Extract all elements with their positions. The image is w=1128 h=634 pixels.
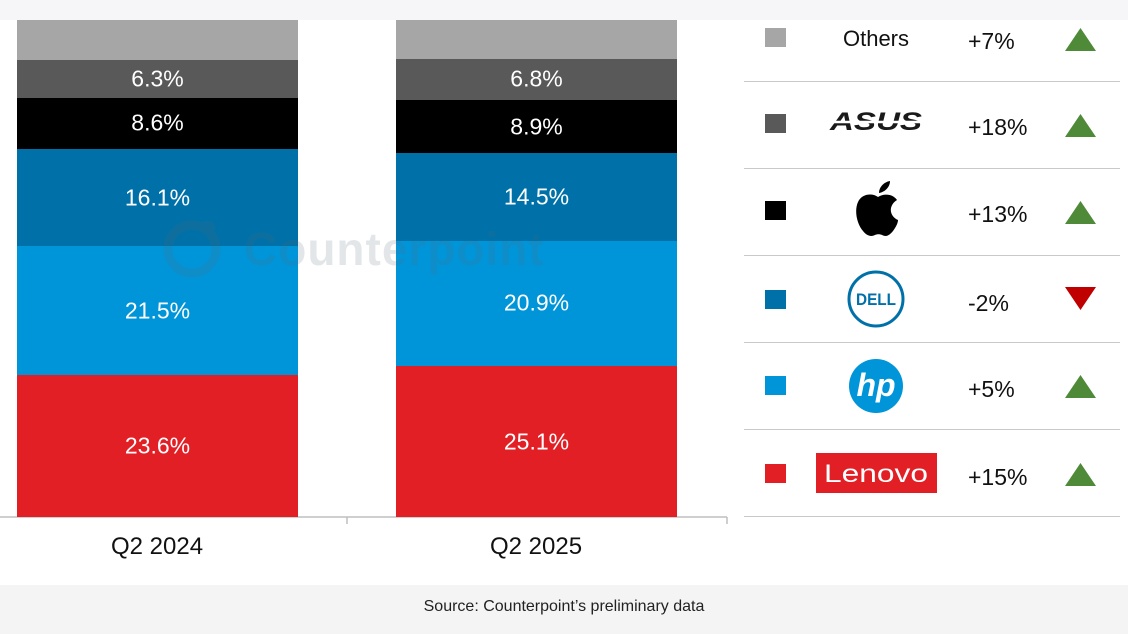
data-label: 25.1%	[503, 428, 570, 455]
data-label: 8.6%	[131, 109, 184, 136]
trend-up-icon	[1065, 28, 1096, 51]
legend-row-others: Others +7%	[744, 20, 1120, 81]
legend-separator	[744, 342, 1120, 343]
data-label: 14.5%	[503, 183, 570, 210]
legend-separator	[744, 81, 1120, 82]
legend-change: +18%	[968, 114, 1028, 140]
bar-segment-lenovo	[396, 366, 677, 517]
legend-swatch	[765, 376, 786, 395]
legend-row-hp: hp +5%	[744, 343, 1120, 429]
bar-segment-apple	[396, 99, 677, 154]
down-arrow-shape	[1065, 287, 1096, 310]
bar-segment-asus	[396, 59, 677, 100]
legend-row-apple: +13%	[744, 169, 1120, 255]
trend-down-icon	[1065, 287, 1096, 310]
up-arrow-shape	[1065, 114, 1096, 137]
svg-text:DELL: DELL	[856, 290, 896, 309]
legend-swatch	[765, 290, 786, 309]
legend-swatch	[765, 114, 786, 133]
x-tick-label: Q2 2025	[489, 533, 583, 560]
data-label: 20.9%	[503, 289, 570, 316]
data-label: 8.9%	[510, 113, 563, 140]
trend-up-icon	[1065, 375, 1096, 398]
bar-segment-dell	[396, 153, 677, 241]
data-label: 6.8%	[510, 65, 563, 92]
trend-up-icon	[1065, 201, 1096, 224]
up-arrow-shape	[1065, 463, 1096, 486]
legend-separator	[744, 255, 1120, 256]
bar-segment-hp	[17, 245, 298, 376]
up-arrow-shape	[1065, 375, 1096, 398]
legend-row-dell: DELL -2%	[744, 256, 1120, 342]
svg-text:Lenovo: Lenovo	[824, 460, 928, 488]
legend-swatch	[765, 201, 786, 220]
x-axis	[0, 516, 728, 524]
legend-change: -2%	[968, 290, 1009, 316]
dell-logo-icon: DELL	[847, 270, 905, 328]
legend-separator	[744, 429, 1120, 430]
legend-change: +5%	[968, 376, 1015, 402]
legend-swatch	[765, 28, 786, 47]
apple-logo-icon	[856, 181, 898, 236]
bar-segment-others	[17, 20, 298, 60]
bar-segment-others	[396, 20, 677, 60]
legend-row-lenovo: Lenovo +15%	[744, 430, 1120, 516]
legend-change: +7%	[968, 28, 1015, 54]
up-arrow-shape	[1065, 28, 1096, 51]
data-label: 16.1%	[124, 184, 191, 211]
trend-up-icon	[1065, 114, 1096, 137]
legend-separator	[744, 168, 1120, 169]
data-label: 21.5%	[124, 297, 191, 324]
legend-swatch	[765, 464, 786, 483]
x-tick-label: Q2 2024	[110, 533, 204, 560]
bar-segment-hp	[396, 240, 677, 367]
bar-segment-apple	[17, 97, 298, 150]
trend-up-icon	[1065, 463, 1096, 486]
top-band	[0, 0, 1128, 20]
bar-segment-lenovo	[17, 375, 298, 517]
up-arrow-shape	[1065, 201, 1096, 224]
data-label: 6.3%	[131, 65, 184, 92]
legend-change: +13%	[968, 201, 1028, 227]
lenovo-logo: Lenovo	[816, 453, 937, 493]
bar-segment-dell	[17, 149, 298, 246]
lenovo-logo-icon: Lenovo	[824, 460, 928, 488]
hp-logo-icon: hp	[849, 359, 903, 413]
data-label: 23.6%	[124, 432, 191, 459]
legend-change: +15%	[968, 464, 1028, 490]
legend-label-others: Others	[842, 26, 910, 51]
legend-separator	[744, 516, 1120, 517]
svg-text:hp: hp	[856, 367, 895, 403]
legend-row-asus: ASUS +18%	[744, 82, 1120, 168]
bar-segment-asus	[17, 59, 298, 98]
source-note: Source: Counterpoint’s preliminary data	[423, 598, 705, 615]
asus-logo-icon: ASUS	[829, 110, 923, 136]
